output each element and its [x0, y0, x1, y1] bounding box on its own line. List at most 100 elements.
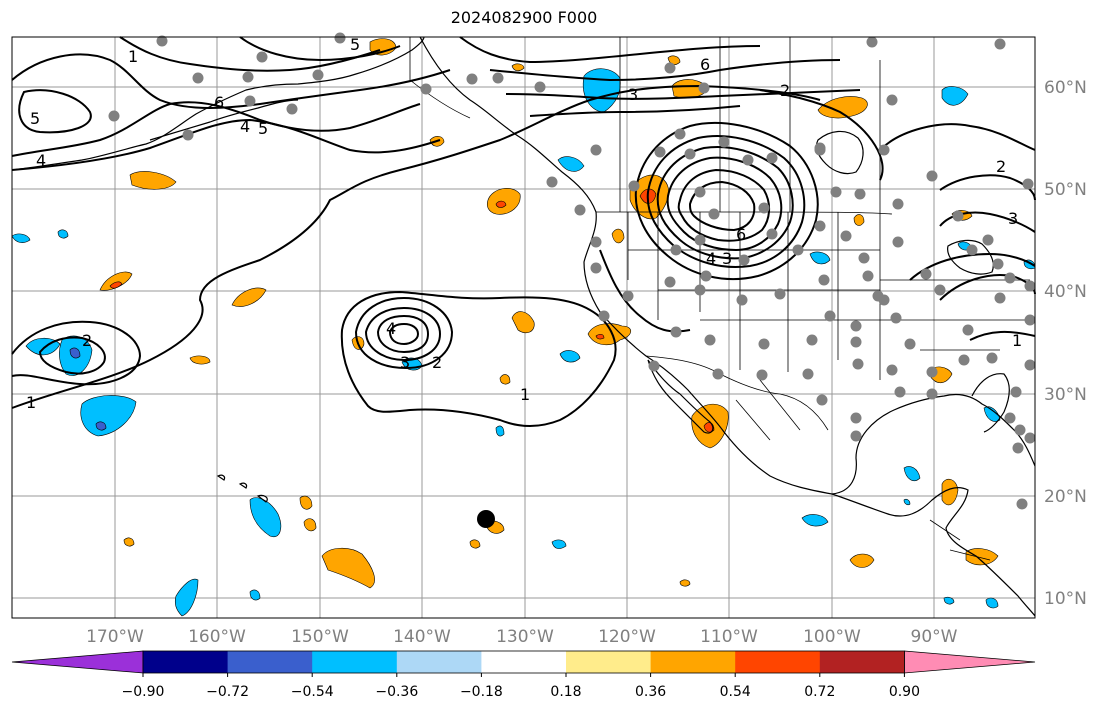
contour-line	[634, 121, 819, 280]
station-marker	[858, 252, 870, 264]
contour-label: 1	[1012, 331, 1022, 350]
station-marker	[766, 228, 778, 240]
shade-cyan	[559, 350, 581, 363]
shade-orange	[129, 171, 177, 190]
station-marker	[1004, 412, 1016, 424]
station-marker	[674, 128, 686, 140]
station-marker	[622, 290, 634, 302]
station-marker	[840, 230, 852, 242]
contour-line	[119, 36, 381, 72]
contour-label: 2	[996, 157, 1006, 176]
colorbar-tick-label: −0.18	[460, 684, 503, 700]
hawaii-islands	[216, 474, 268, 503]
station-marker	[590, 262, 602, 274]
coastlines	[11, 36, 1036, 617]
station-marker	[958, 354, 970, 366]
latitude-labels: 60°N 50°N 40°N 30°N 20°N 10°N	[1044, 78, 1087, 609]
station-marker	[818, 274, 830, 286]
contour-line	[656, 146, 794, 260]
lat-label: 10°N	[1044, 589, 1087, 609]
shade-cyan	[943, 596, 955, 605]
contour-line	[11, 84, 821, 409]
station-marker	[718, 136, 730, 148]
station-marker	[420, 83, 432, 95]
station-marker	[886, 364, 898, 376]
station-marker	[670, 326, 682, 338]
contour-label: 3	[628, 85, 638, 104]
shade-cyan	[983, 406, 1001, 422]
station-marker	[1024, 432, 1036, 444]
shade-orange	[321, 547, 375, 589]
contour-label: 5	[258, 119, 268, 138]
contour-line	[759, 89, 884, 181]
shade-blue	[95, 421, 107, 431]
border-mexico-state	[735, 399, 771, 441]
station-marker	[1016, 498, 1028, 510]
contour-label: 5	[350, 35, 360, 54]
shade-cyan	[80, 395, 137, 437]
shade-cyan	[57, 229, 69, 239]
contour-line	[939, 211, 1036, 233]
marker-layer	[108, 32, 1036, 510]
station-marker	[1024, 280, 1036, 292]
shade-orange	[511, 311, 535, 334]
station-marker	[892, 236, 904, 248]
station-marker	[952, 210, 964, 222]
station-marker	[802, 368, 814, 380]
contour-line	[505, 89, 861, 100]
colorbar-segment	[650, 651, 736, 673]
station-marker	[1012, 442, 1024, 454]
contour-label: 6	[736, 225, 746, 244]
colorbar-segment	[396, 651, 482, 673]
coastline-florida	[971, 373, 1010, 433]
station-marker	[994, 292, 1006, 304]
lon-label: 130°W	[496, 627, 554, 647]
station-marker	[492, 72, 504, 84]
border-central-america	[929, 519, 961, 541]
lat-label: 30°N	[1044, 385, 1087, 405]
station-marker	[182, 129, 194, 141]
colorbar-extend-low	[11, 650, 144, 674]
station-marker	[598, 310, 610, 322]
contour-line	[38, 336, 106, 375]
contour-line	[666, 156, 783, 252]
contour-line	[11, 320, 142, 386]
station-marker	[736, 294, 748, 306]
colorbar-segment	[481, 651, 567, 673]
coastline-yucatan-central-america	[831, 487, 1036, 617]
shade-cyan	[249, 589, 261, 601]
station-marker	[1010, 386, 1022, 398]
contour-line	[459, 36, 761, 64]
shade-cyan	[557, 156, 585, 172]
colorbar-tick-label: −0.54	[291, 684, 334, 700]
station-marker	[244, 95, 256, 107]
storm-center-marker	[477, 510, 495, 528]
shade-orange	[189, 355, 211, 365]
shade-orange	[499, 374, 511, 385]
contour-label: 4	[706, 249, 716, 268]
lon-label: 170°W	[86, 627, 144, 647]
lon-label: 100°W	[803, 627, 861, 647]
station-marker	[852, 358, 864, 370]
contour-line	[11, 101, 421, 157]
coastline-great-lakes	[947, 239, 994, 275]
station-marker	[574, 204, 586, 216]
contour-line	[388, 322, 420, 346]
station-marker	[664, 276, 676, 288]
station-marker	[806, 334, 818, 346]
station-marker	[466, 73, 478, 85]
contour-label: 3	[400, 353, 410, 372]
border-us-mexico	[645, 355, 829, 431]
contour-line	[354, 296, 454, 370]
contour-label: 5	[30, 109, 40, 128]
colorbar: −0.90 −0.72 −0.54 −0.36 −0.18 0.18 0.36 0.54 0.7…	[11, 650, 1036, 700]
contour-line	[677, 168, 770, 242]
shade-orange	[99, 271, 133, 291]
coastline-north-america	[419, 36, 1036, 495]
station-marker	[792, 244, 804, 256]
station-marker	[816, 394, 828, 406]
station-marker	[648, 360, 660, 372]
colorbar-tick-label: −0.90	[122, 684, 165, 700]
shade-cyan	[495, 425, 505, 437]
station-marker	[192, 72, 204, 84]
